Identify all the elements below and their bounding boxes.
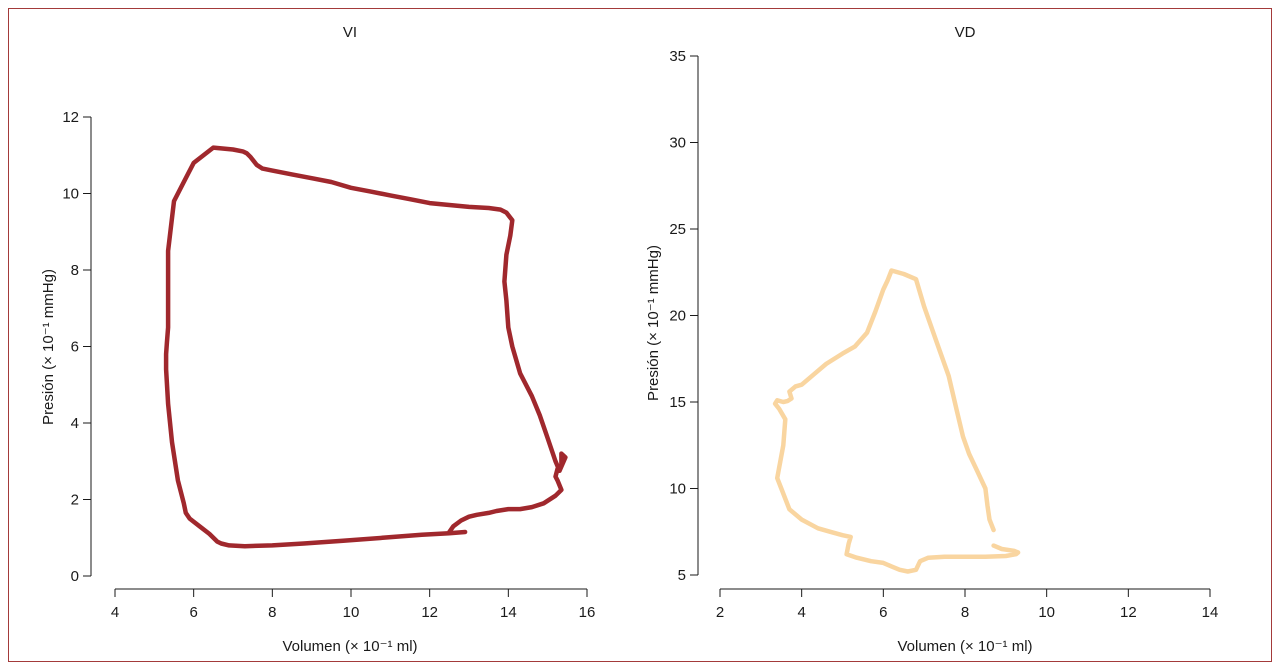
- chart-title: VI: [343, 24, 357, 41]
- y-tick-label: 15: [669, 394, 686, 411]
- x-axis-title: Volumen (× 10⁻¹ ml): [897, 638, 1032, 655]
- y-tick-label: 30: [669, 135, 686, 152]
- y-tick-label: 10: [62, 186, 79, 203]
- y-tick-label: 6: [71, 339, 79, 356]
- pv-loop-line: [772, 268, 1021, 574]
- pv-loop-line: [163, 145, 568, 549]
- y-tick-label: 20: [669, 308, 686, 325]
- figure-frame: VI 4 6 8 10 12 14 16 Volumen (× 10⁻¹ ml) 0 2 4 6 8 10 1…: [8, 8, 1272, 662]
- panel-vi: VI 4 6 8 10 12 14 16 Volumen (× 10⁻¹ ml) 0 2 4 6 8 10 1…: [40, 24, 595, 655]
- y-axis-title: Presión (× 10⁻¹ mmHg): [645, 245, 662, 401]
- y-tick-label: 35: [669, 48, 686, 65]
- panel-vd: VD 2 4 6 8 10 12 14 Volumen (× 10⁻¹ ml) 5 10 15 20 25…: [645, 24, 1218, 655]
- x-axis-title: Volumen (× 10⁻¹ ml): [282, 638, 417, 655]
- x-tick-label: 2: [716, 604, 724, 621]
- y-tick-label: 4: [71, 415, 79, 432]
- x-tick-label: 10: [1038, 604, 1055, 621]
- y-tick-label: 12: [62, 109, 79, 126]
- y-tick-label: 2: [71, 492, 79, 509]
- x-tick-label: 14: [500, 604, 517, 621]
- x-tick-label: 8: [961, 604, 969, 621]
- x-tick-label: 4: [797, 604, 805, 621]
- y-tick-label: 5: [678, 567, 686, 584]
- y-tick-label: 25: [669, 221, 686, 238]
- x-tick-label: 10: [343, 604, 360, 621]
- y-tick-label: 8: [71, 262, 79, 279]
- x-tick-label: 12: [421, 604, 438, 621]
- x-tick-label: 4: [111, 604, 119, 621]
- x-tick-label: 14: [1202, 604, 1219, 621]
- x-tick-label: 6: [189, 604, 197, 621]
- x-tick-label: 16: [579, 604, 596, 621]
- x-tick-label: 12: [1120, 604, 1137, 621]
- y-axis-title: Presión (× 10⁻¹ mmHg): [40, 269, 57, 425]
- y-tick-label: 10: [669, 481, 686, 498]
- y-tick-label: 0: [71, 568, 79, 585]
- chart-canvas: VI 4 6 8 10 12 14 16 Volumen (× 10⁻¹ ml) 0 2 4 6 8 10 1…: [40, 24, 1218, 655]
- chart-title: VD: [955, 24, 976, 41]
- x-tick-label: 8: [268, 604, 276, 621]
- x-tick-label: 6: [879, 604, 887, 621]
